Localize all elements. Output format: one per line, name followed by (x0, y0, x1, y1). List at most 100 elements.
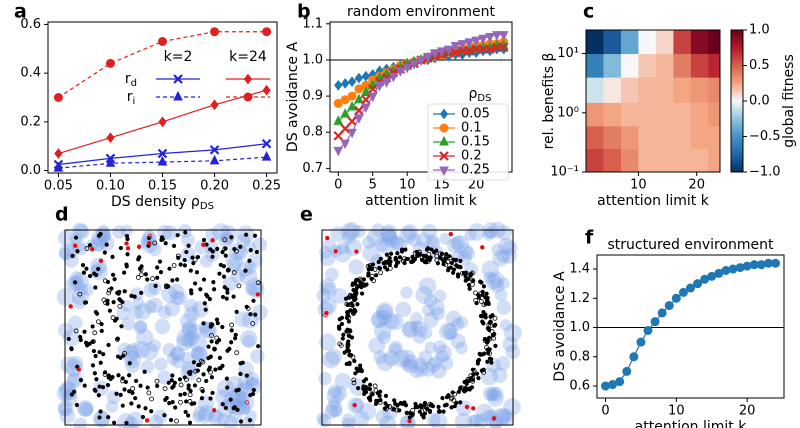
heat-cell (708, 53, 721, 78)
agent (244, 304, 249, 309)
marker (354, 114, 364, 124)
agent (365, 386, 371, 391)
agent (480, 319, 485, 324)
agent (133, 396, 138, 401)
y-tick-label: 0.8 (302, 125, 323, 140)
agent (120, 403, 125, 408)
agent (187, 392, 193, 398)
legend-column-label: k=2 (164, 49, 193, 65)
agent (374, 273, 379, 278)
agent (429, 247, 434, 252)
agent (419, 412, 425, 417)
resource-patch (322, 351, 340, 369)
resource-patch (413, 357, 429, 373)
resource-patch (154, 357, 168, 371)
agent (173, 405, 178, 410)
heat-cell (708, 30, 721, 55)
agent (238, 419, 244, 424)
panel-label: f (585, 227, 594, 249)
resource-patch (59, 407, 76, 424)
resource-patch (422, 304, 435, 317)
agent (191, 360, 196, 365)
agent (445, 259, 451, 265)
agent (118, 298, 123, 303)
resource-patch (91, 238, 106, 253)
resource-patch (70, 271, 84, 285)
marker (354, 84, 364, 94)
agent (203, 307, 208, 312)
resource-patch (494, 408, 511, 425)
resource-patch (327, 384, 342, 399)
resource-patch (92, 410, 111, 428)
resource-patch (192, 347, 208, 364)
resource-patch (58, 230, 75, 247)
resource-patch (502, 336, 518, 352)
marker (347, 128, 357, 139)
marker (457, 40, 468, 50)
marker (485, 32, 495, 43)
heat-cell (586, 148, 604, 173)
resource-patch (169, 290, 185, 306)
agent (92, 330, 98, 336)
agent (155, 265, 160, 270)
agent (87, 243, 93, 248)
resource-patch (66, 372, 81, 387)
agent (418, 403, 423, 408)
resource-patch (496, 225, 513, 241)
agent (374, 398, 379, 404)
resource-patch (250, 349, 265, 364)
agent (344, 348, 350, 353)
resource-patch (176, 328, 195, 347)
agent (429, 402, 434, 407)
resource-patch (418, 277, 437, 295)
agent (253, 312, 258, 317)
ds-agent (210, 238, 215, 243)
resource-patch (371, 310, 390, 328)
agent (106, 290, 112, 296)
agent (250, 321, 256, 326)
agent (127, 361, 132, 366)
resource-patch (455, 341, 468, 355)
agent (369, 273, 375, 279)
marker (671, 293, 681, 303)
agent (165, 283, 170, 289)
agent (451, 260, 457, 266)
marker (678, 287, 688, 297)
agent (352, 307, 357, 312)
agent (376, 259, 381, 265)
agent (184, 249, 189, 255)
resource-patch (495, 356, 511, 371)
resource-patch (467, 414, 480, 428)
agent (234, 309, 239, 314)
resource-patch (184, 306, 200, 322)
resource-patch (153, 409, 168, 424)
heat-cell (620, 77, 639, 103)
y-tick-label: 10⁰ (557, 105, 579, 120)
agent (209, 339, 214, 344)
agent (478, 291, 484, 297)
agent (222, 285, 227, 290)
marker (478, 34, 488, 45)
resource-patch (431, 306, 445, 321)
resource-patch (489, 386, 504, 402)
agent (383, 406, 389, 412)
resource-patch (136, 328, 154, 347)
agent (182, 375, 187, 380)
resource-patch (158, 305, 172, 319)
marker (347, 100, 357, 111)
agent (451, 398, 457, 403)
resource-patch (387, 314, 404, 331)
agent (145, 277, 150, 282)
resource-patch (173, 291, 188, 306)
resource-patch (416, 232, 432, 248)
agent (377, 266, 383, 271)
agent (72, 280, 78, 285)
legend-marker (439, 108, 449, 120)
marker (395, 67, 406, 77)
agent (422, 259, 427, 264)
ds-agent (68, 304, 73, 309)
resource-patch (375, 409, 391, 425)
agent (412, 256, 418, 262)
agent (78, 378, 84, 383)
agent (383, 393, 389, 399)
